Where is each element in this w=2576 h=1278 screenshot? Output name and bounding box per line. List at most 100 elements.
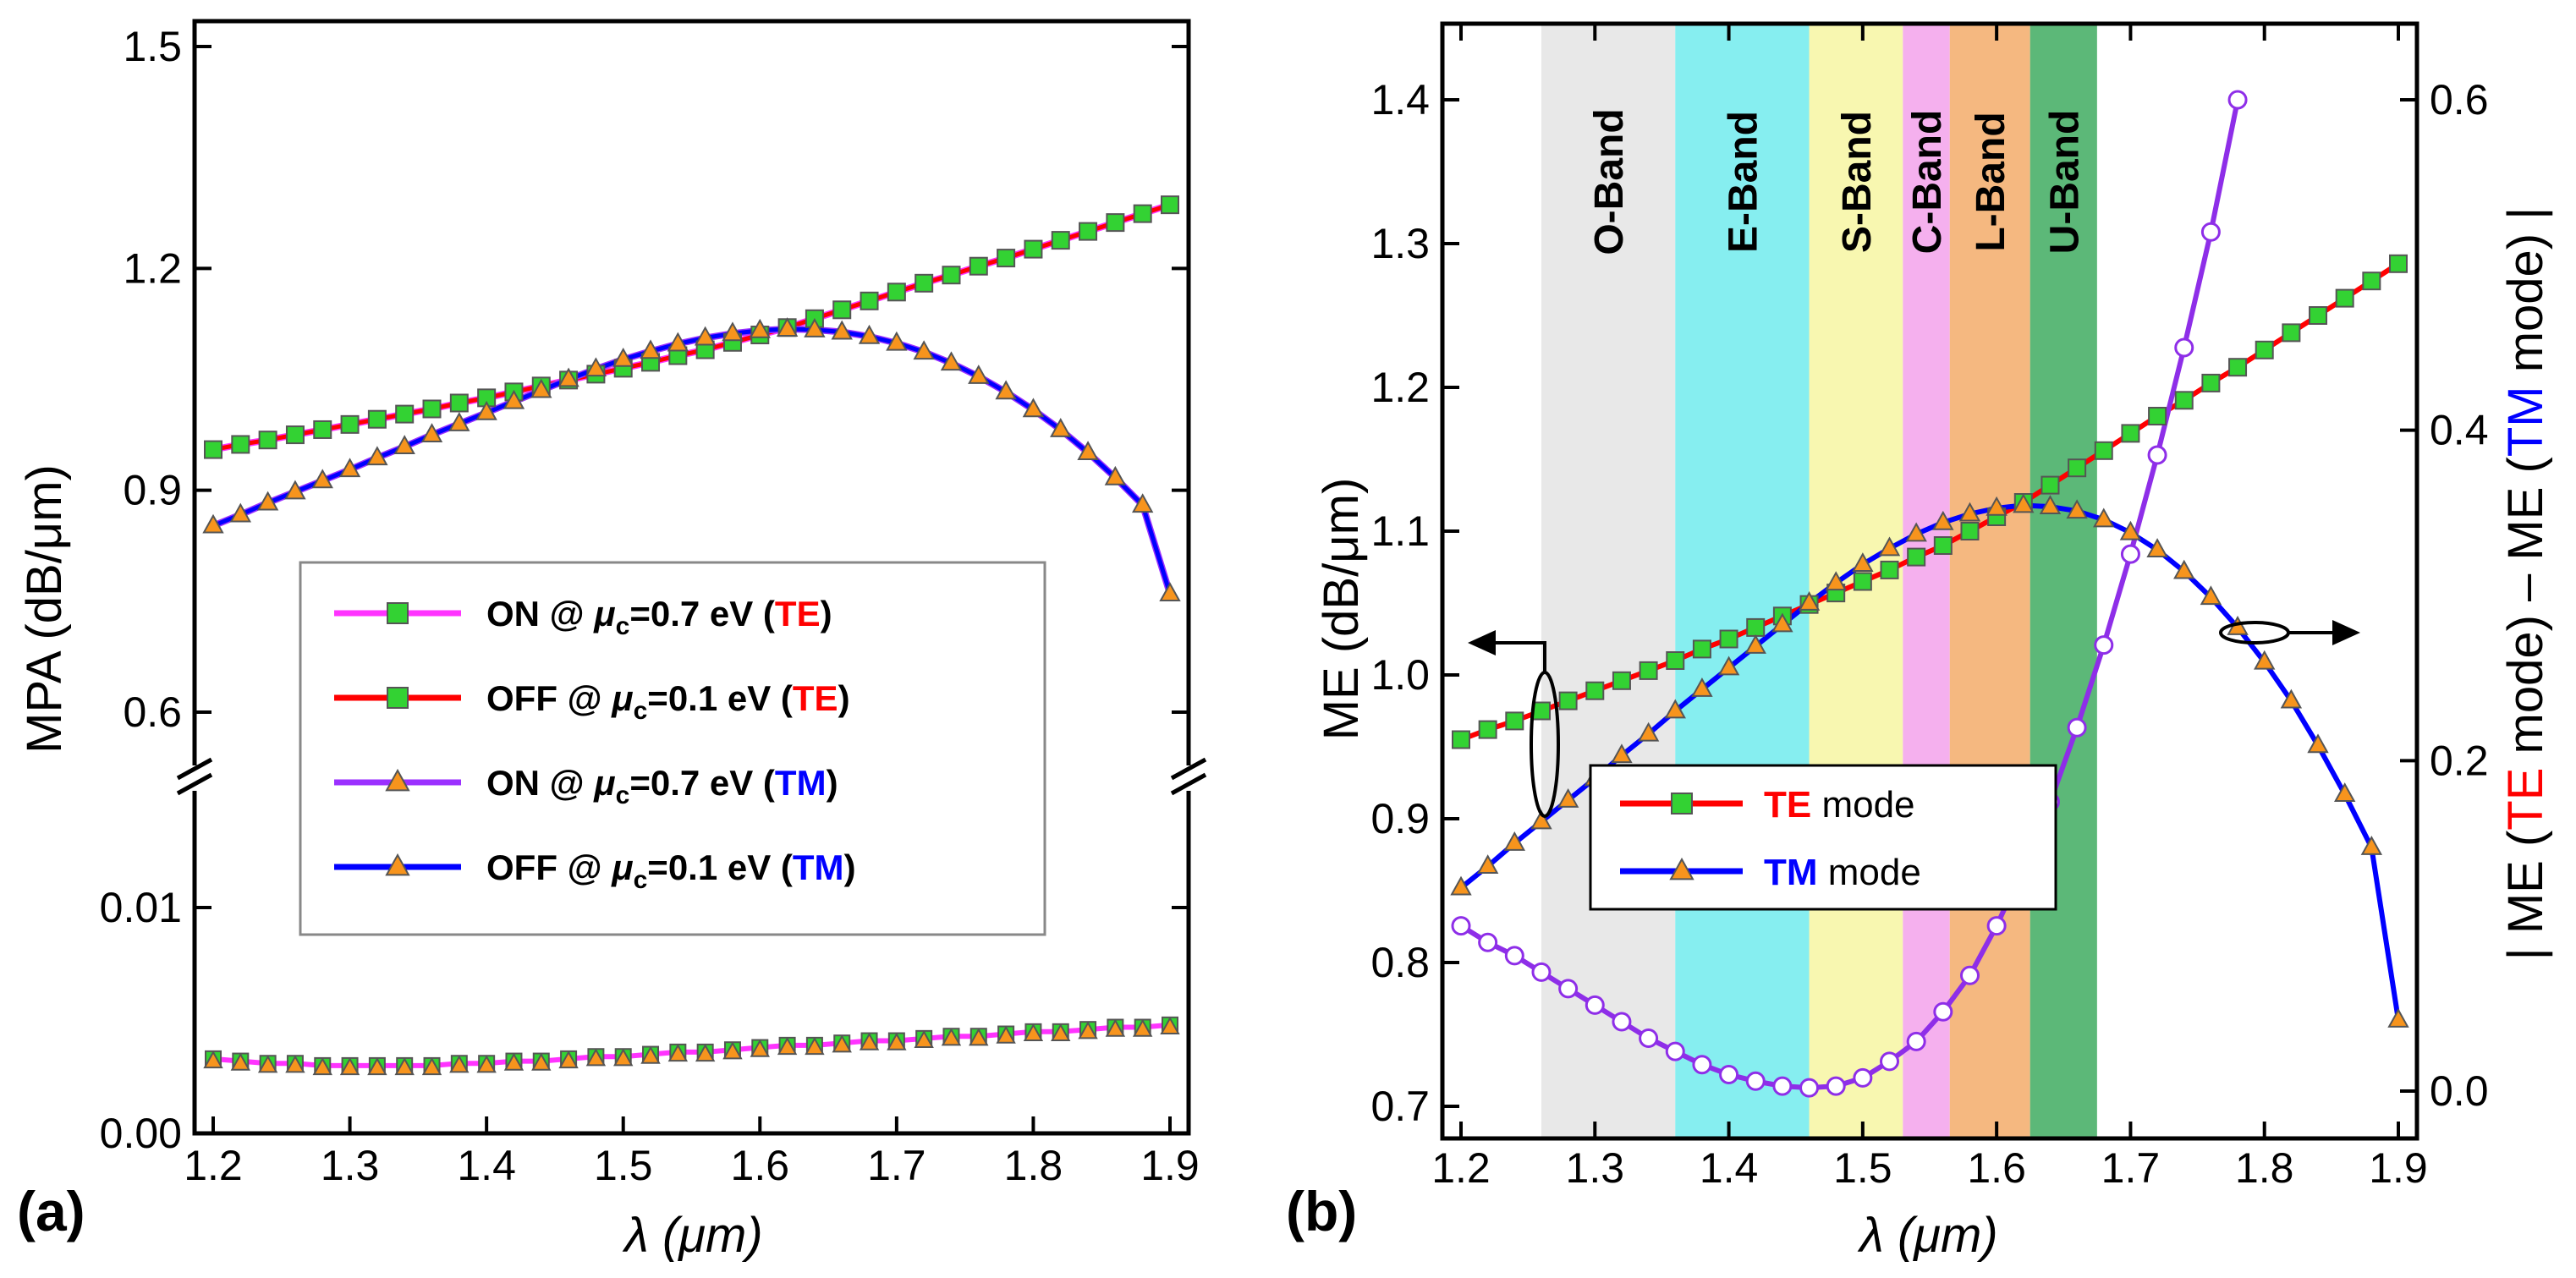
a-te-marker xyxy=(997,249,1016,268)
b-tm-marker xyxy=(2093,507,2115,528)
a-low-tm-marker xyxy=(1078,1021,1098,1039)
a-tm-marker xyxy=(612,347,634,367)
band-label: E-Band xyxy=(1721,111,1766,253)
a-te-marker xyxy=(832,300,852,320)
b-tm-marker xyxy=(1611,743,1633,764)
a-y-tick-label: 0.00 xyxy=(100,1110,182,1157)
b-y2-tick-label: 0.6 xyxy=(2430,76,2489,123)
a-legend-text: ON @ μc=0.7 eV (TE) xyxy=(486,594,832,640)
b-y2-tick-label: 0.4 xyxy=(2430,407,2489,454)
b-diff-marker xyxy=(1986,916,2007,936)
a-low-tm-marker xyxy=(914,1030,934,1049)
a-low-tm-marker xyxy=(257,1055,278,1073)
b-te-marker xyxy=(1853,572,1872,591)
b-te-marker xyxy=(2228,358,2248,377)
panel-b-annotations xyxy=(1468,620,2360,818)
a-te-marker xyxy=(231,435,250,454)
panel-b-y-axis-label: ME (dB/μm) xyxy=(1314,478,1369,741)
b-tm-marker xyxy=(1637,721,1660,742)
b-diff-marker xyxy=(1585,995,1605,1015)
a-low-tm-marker xyxy=(887,1032,907,1050)
b-y-tick-label: 1.1 xyxy=(1370,507,1430,555)
b-x-tick-label: 1.9 xyxy=(2369,1144,2428,1192)
b-x-tick-label: 1.5 xyxy=(1833,1144,1892,1192)
a-te-marker xyxy=(915,273,934,293)
a-legend-text: OFF @ μc=0.1 eV (TM) xyxy=(486,847,856,894)
b-te-marker xyxy=(2148,407,2167,425)
panel-b-frame xyxy=(1440,21,2419,1141)
a-low-tm-marker xyxy=(941,1028,962,1046)
b-tm-marker xyxy=(2280,688,2303,709)
a-low-tm-marker xyxy=(285,1055,305,1073)
a-low-tm-marker xyxy=(640,1045,661,1064)
a-low-tm-marker xyxy=(1132,1018,1153,1037)
a-te-marker xyxy=(942,266,961,285)
a-tm-marker xyxy=(667,332,689,352)
panel-a-axes: 1.2 1.3 1.4 1.5 1.6 1.7 1.8 1.9 0.6 0.9 1.2 1.5 0.00… xyxy=(100,23,1200,1189)
a-x-tick-label: 1.4 xyxy=(457,1142,516,1189)
a-te-marker xyxy=(1024,239,1043,259)
b-te-marker xyxy=(1933,536,1953,555)
b-te-marker xyxy=(1666,651,1685,670)
a-y-tick-label: 0.01 xyxy=(100,884,182,931)
b-tm-marker xyxy=(1450,875,1472,896)
band-label: U-Band xyxy=(2042,110,2087,255)
b-tm-marker xyxy=(1530,809,1552,830)
b-tm-marker xyxy=(2146,538,2168,558)
b-tm-marker xyxy=(2200,585,2222,606)
b-tm-marker xyxy=(1503,831,1526,851)
a-low-tm-marker xyxy=(394,1057,415,1076)
a-tm-marker xyxy=(311,469,333,489)
b-legend-triangle xyxy=(1669,857,1694,880)
b-te-marker xyxy=(1960,522,1980,540)
b-diff-marker xyxy=(2094,635,2114,655)
band-label: O-Band xyxy=(1587,108,1632,255)
b-diff-marker xyxy=(1933,1001,1953,1022)
panel-b-right-axis-label: | ME (TE mode) – ME (TM mode) | xyxy=(2498,207,2553,961)
b-tm-marker xyxy=(2039,495,2062,515)
b-diff-marker xyxy=(1665,1041,1685,1061)
b-te-marker xyxy=(1612,671,1631,690)
b-diff-marker xyxy=(1880,1051,1900,1072)
a-low-tm-marker xyxy=(503,1052,525,1071)
a-low-tm-marker xyxy=(1160,1016,1180,1035)
a-te-marker xyxy=(367,409,387,429)
b-te-marker xyxy=(1692,639,1711,659)
a-low-tm-marker xyxy=(476,1055,497,1073)
a-tm-marker xyxy=(995,380,1017,400)
b-y-tick-label: 0.7 xyxy=(1370,1083,1430,1130)
right-axis-arrowhead xyxy=(2332,620,2360,645)
b-x-tick-label: 1.3 xyxy=(1566,1144,1625,1192)
a-tm-marker xyxy=(804,317,826,337)
a-tm-marker xyxy=(1159,582,1181,602)
a-low-tm-marker xyxy=(1105,1018,1126,1037)
a-tm-marker xyxy=(831,320,853,340)
a-legend-square xyxy=(387,687,409,709)
a-tm-marker xyxy=(503,389,525,409)
b-tm-marker xyxy=(1557,787,1579,808)
b-diff-marker xyxy=(1906,1031,1926,1051)
a-low-tm-marker xyxy=(695,1044,716,1062)
band-label: S-Band xyxy=(1835,111,1880,253)
b-diff-marker xyxy=(2174,337,2194,358)
a-low-tm-marker xyxy=(312,1057,332,1076)
a-te-marker xyxy=(1079,222,1098,241)
a-low-tm-marker xyxy=(449,1055,470,1073)
b-te-marker xyxy=(2255,340,2274,359)
panel-a-y-axis-label: MPA (dB/μm) xyxy=(17,464,72,754)
a-legend-text: ON @ μc=0.7 eV (TM) xyxy=(486,763,838,809)
panel-b-label: (b) xyxy=(1286,1180,1357,1242)
a-te-marker xyxy=(395,404,415,424)
b-te-marker xyxy=(1880,560,1899,579)
b-te-marker xyxy=(1907,547,1926,567)
band-region xyxy=(1903,24,1950,1138)
b-tm-marker xyxy=(2360,836,2383,855)
a-y-tick-label: 1.5 xyxy=(123,23,182,70)
a-tm-marker xyxy=(256,491,279,511)
panel-a-axis-break xyxy=(176,757,1207,796)
panel-b: O-Band E-Band S-Band C-Band L-Band U-Band 1.2… xyxy=(1286,21,2553,1263)
panel-a-legend: ON @ μc=0.7 eV (TE) OFF @ μc=0.1 eV (TE) O… xyxy=(299,561,1046,936)
a-x-tick-label: 1.7 xyxy=(867,1142,926,1189)
a-low-tm-marker xyxy=(367,1057,387,1076)
b-tm-marker xyxy=(2333,782,2356,803)
